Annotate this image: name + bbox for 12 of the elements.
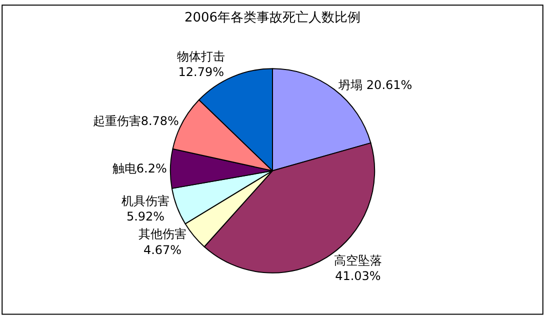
slice-label: 机具伤害 [122,194,170,208]
slice-label: 物体打击 [177,49,226,64]
data-label: 41.03% [335,268,381,283]
slice-label: 其他伤害 [138,227,187,242]
data-label: 5.92% [126,209,165,224]
slice-label: 起重伤害8.78% [92,114,179,128]
chart-title: 2006年各类事故死亡人数比例 [184,10,361,26]
data-label: 12.79% [178,65,224,80]
slice-label: 高空坠落 [334,253,382,268]
data-label: 4.67% [143,242,182,257]
slice-label: 坍塌 20.61% [338,78,412,92]
slice-label: 触电6.2% [112,162,167,176]
